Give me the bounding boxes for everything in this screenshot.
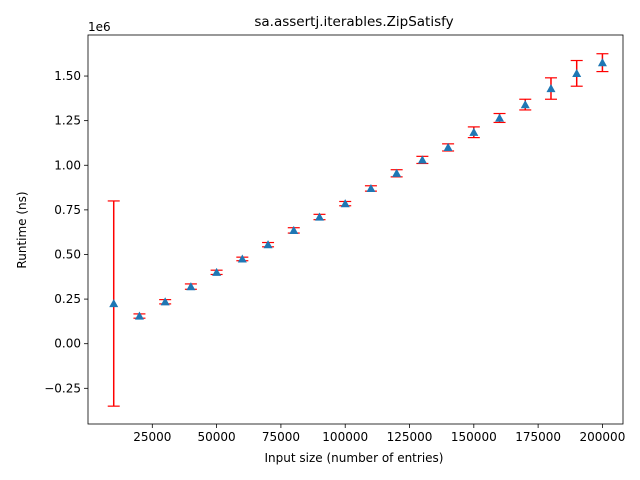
data-markers xyxy=(109,58,607,320)
y-tick-label: 0.25 xyxy=(54,292,81,306)
data-point xyxy=(134,311,144,320)
y-tick-label: −0.25 xyxy=(44,381,81,395)
plot-area xyxy=(87,34,624,425)
data-point xyxy=(263,240,273,249)
data-point xyxy=(366,183,376,193)
y-tick-label: 1.00 xyxy=(54,158,81,172)
y-tick-label: 1.50 xyxy=(54,69,81,83)
data-point xyxy=(443,142,453,152)
data-point xyxy=(520,100,530,109)
x-axis: 25000 50000 75000 100000 125000 150000 175000 2… xyxy=(133,424,625,444)
data-point xyxy=(212,267,222,276)
x-tick-label: 50000 xyxy=(198,430,236,444)
y-tick-label: 0.50 xyxy=(54,247,81,261)
chart-title: sa.assertj.iterables.ZipSatisfy xyxy=(254,14,453,30)
y-axis: −0.25 0.00 0.25 0.50 0.75 1.00 1.25 1.50 xyxy=(44,69,88,395)
x-tick-label: 100000 xyxy=(322,430,368,444)
data-point xyxy=(546,84,556,93)
data-point xyxy=(289,225,299,234)
y-tick-label: 0.00 xyxy=(54,337,81,351)
plot-frame xyxy=(87,34,624,425)
data-point xyxy=(417,155,427,164)
data-point xyxy=(109,299,119,308)
data-point xyxy=(392,168,402,177)
x-tick-label: 25000 xyxy=(133,430,171,444)
data-point xyxy=(340,199,350,208)
y-tick-label: 1.25 xyxy=(54,114,81,128)
x-axis-label: Input size (number of entries) xyxy=(265,451,444,465)
x-tick-label: 150000 xyxy=(451,430,497,444)
data-point xyxy=(495,113,505,122)
error-bars xyxy=(107,53,609,407)
data-point xyxy=(186,282,196,291)
data-point xyxy=(314,212,324,221)
x-tick-label: 200000 xyxy=(580,430,626,444)
data-point xyxy=(572,68,582,77)
x-tick-label: 125000 xyxy=(387,430,433,444)
x-tick-label: 75000 xyxy=(262,430,300,444)
y-axis-label: Runtime (ns) xyxy=(15,191,29,268)
data-point xyxy=(160,297,170,306)
y-offset-label: 1e6 xyxy=(88,20,111,34)
x-tick-label: 175000 xyxy=(515,430,561,444)
data-point xyxy=(469,127,479,136)
y-tick-label: 0.75 xyxy=(54,203,81,217)
data-point xyxy=(237,254,247,263)
data-point xyxy=(597,58,607,67)
